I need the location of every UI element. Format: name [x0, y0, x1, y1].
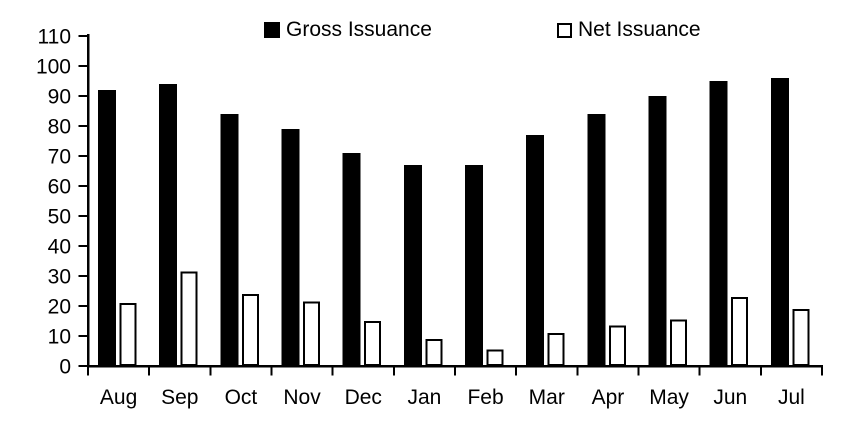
bar-net-oct — [241, 294, 259, 366]
y-axis-tick-label: 20 — [48, 296, 71, 319]
y-axis-tick-label: 10 — [48, 326, 71, 349]
y-axis-tick-label: 70 — [48, 146, 71, 169]
bar-gross-feb — [465, 165, 483, 366]
legend-label-net-issuance: Net Issuance — [578, 18, 701, 41]
bar-net-jul — [792, 309, 810, 366]
x-axis-tick-label: Dec — [345, 386, 382, 409]
bar-net-apr — [608, 325, 626, 366]
y-axis-tick-label: 110 — [38, 26, 71, 49]
x-axis-tick-label: Nov — [283, 386, 321, 409]
bar-net-feb — [486, 349, 504, 366]
x-axis-tick-label: Feb — [467, 386, 503, 409]
bar-gross-nov — [281, 129, 300, 366]
y-axis-tick-label: 100 — [36, 56, 71, 79]
bar-gross-aug — [98, 90, 116, 366]
gross-issuance-swatch-icon — [264, 22, 280, 38]
bar-net-dec — [364, 321, 382, 366]
x-axis-tick-label: Jun — [713, 386, 747, 409]
bar-gross-may — [648, 96, 667, 366]
bar-gross-jun — [709, 81, 728, 366]
y-axis-tick-label: 0 — [59, 356, 71, 379]
bar-gross-oct — [220, 114, 239, 366]
y-axis-tick-label: 30 — [48, 266, 71, 289]
x-axis-tick-label: Mar — [529, 386, 565, 409]
x-axis-tick-label: Oct — [225, 386, 258, 409]
net-issuance-swatch-icon — [557, 22, 572, 38]
bar-gross-jul — [770, 78, 789, 366]
y-axis-tick-label: 80 — [48, 116, 71, 139]
bar-net-mar — [547, 333, 565, 366]
bar-gross-apr — [587, 114, 606, 366]
bar-gross-sep — [159, 84, 178, 366]
bar-gross-jan — [403, 165, 422, 366]
bar-net-sep — [180, 271, 198, 366]
y-axis-tick-label: 90 — [48, 86, 71, 109]
x-axis-tick-label: Jan — [407, 386, 441, 409]
legend-item-net-issuance: Net Issuance — [557, 18, 701, 42]
x-axis-tick-label: Jul — [778, 386, 805, 409]
legend-item-gross-issuance: Gross Issuance — [264, 18, 432, 42]
x-axis-tick-label: Apr — [592, 386, 625, 409]
x-axis-tick-label: May — [649, 386, 689, 409]
bar-net-aug — [119, 303, 137, 366]
x-axis-tick-label: Sep — [161, 386, 198, 409]
legend-label-gross-issuance: Gross Issuance — [286, 18, 432, 41]
x-axis-tick-label: Aug — [100, 386, 137, 409]
bar-net-jan — [425, 339, 443, 366]
y-axis-tick-label: 40 — [48, 236, 71, 259]
bar-gross-dec — [342, 153, 361, 366]
y-axis-tick-label: 60 — [48, 176, 71, 199]
bar-net-nov — [303, 301, 320, 366]
bar-gross-mar — [526, 135, 545, 366]
y-axis-tick-label: 50 — [48, 206, 71, 229]
bar-net-jun — [731, 297, 749, 366]
bar-net-may — [670, 319, 687, 366]
